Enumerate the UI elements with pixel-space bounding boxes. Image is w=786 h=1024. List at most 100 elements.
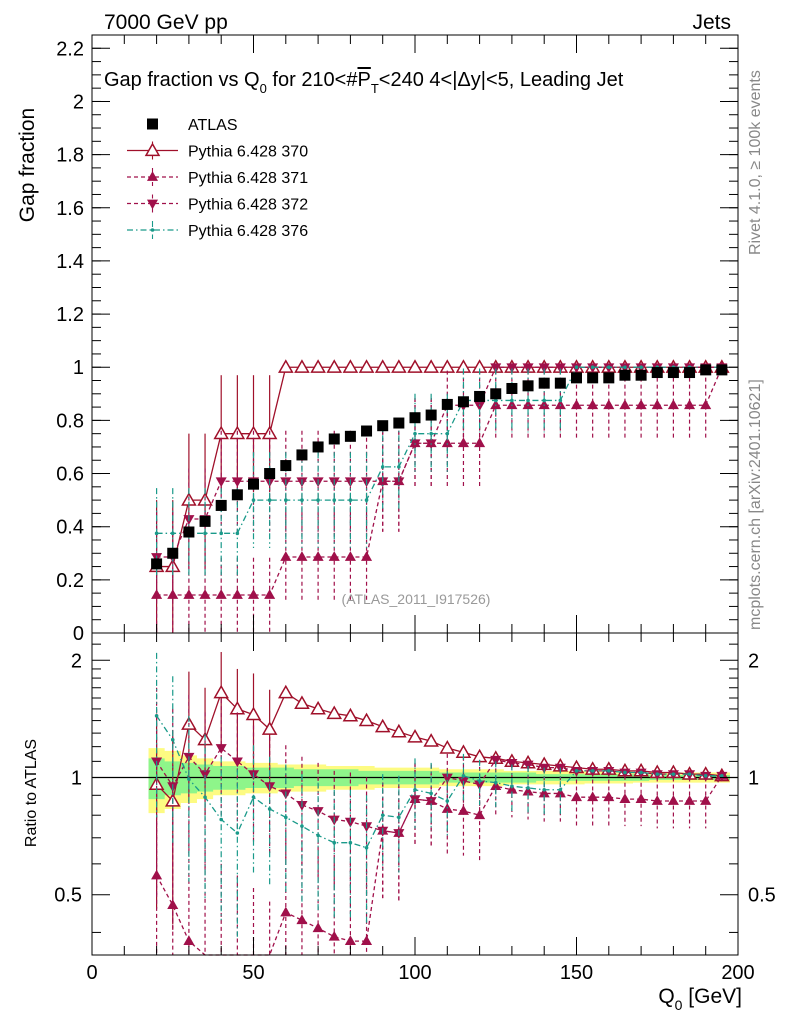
- data-point: [574, 365, 579, 370]
- data-point: [248, 478, 259, 490]
- y-tick-label: 1: [73, 357, 84, 379]
- data-point: [251, 795, 256, 799]
- x-tick-label: 0: [86, 962, 97, 984]
- data-point: [167, 899, 179, 910]
- data-point: [183, 935, 195, 945]
- series-pythia-6-428-371: [151, 361, 728, 633]
- legend-marker: [144, 142, 161, 157]
- data-point: [667, 399, 679, 410]
- data-point: [328, 930, 340, 941]
- ratio-y-axis-label: Ratio to ATLAS: [23, 739, 40, 847]
- legend-marker: [146, 199, 159, 210]
- data-point: [590, 365, 595, 370]
- ratio-y-tick-label: 2: [71, 650, 82, 672]
- data-point: [554, 363, 566, 374]
- data-point: [506, 382, 518, 394]
- data-point: [716, 364, 728, 376]
- ratio-y-tick-label: 1: [71, 767, 82, 789]
- data-point: [506, 759, 518, 769]
- ratio-y-tick-label-right: 0.5: [748, 885, 776, 907]
- data-point: [213, 684, 229, 699]
- data-point: [490, 755, 502, 766]
- data-point: [429, 791, 433, 796]
- data-point: [187, 777, 191, 781]
- data-point: [687, 772, 692, 776]
- data-point: [506, 399, 518, 410]
- data-point: [587, 372, 599, 384]
- series-line: [156, 366, 722, 534]
- legend-label: ATLAS: [188, 117, 238, 134]
- data-point: [278, 359, 294, 373]
- data-point: [215, 477, 227, 488]
- ratio-y-tick-label: 0.5: [54, 885, 82, 907]
- data-point: [183, 589, 195, 599]
- data-point: [587, 399, 599, 410]
- data-point: [377, 477, 389, 488]
- data-point: [570, 399, 583, 410]
- x-tick-label: 100: [398, 962, 431, 984]
- data-point: [278, 684, 294, 699]
- y-tick-label: 0.2: [56, 570, 84, 592]
- mcplots-label: mcplots.cern.ch [arXiv:2401.10621]: [747, 379, 764, 630]
- data-point: [423, 359, 439, 373]
- y-tick-label: 0.4: [56, 517, 84, 539]
- data-point: [215, 589, 227, 599]
- data-point: [570, 791, 583, 802]
- data-point: [312, 551, 324, 561]
- data-point: [154, 714, 159, 718]
- data-point: [700, 399, 712, 410]
- legend: ATLAS Pythia 6.428 370 Pythia 6.428 371 Pyt…: [127, 117, 308, 240]
- data-point: [312, 441, 324, 453]
- data-point: [703, 773, 708, 778]
- legend-marker: [150, 228, 155, 232]
- x-axis-label: Q0 [GeV]: [658, 985, 742, 1013]
- data-point: [413, 787, 417, 792]
- data-point: [441, 398, 453, 410]
- data-point: [296, 449, 308, 461]
- data-point: [493, 780, 498, 785]
- x-tick-label: 50: [242, 962, 264, 984]
- ratio-panel: 0.5 0.5 1 1 2 2 0 50 100 150 200 Ratio to ATLAS Q0…: [23, 632, 776, 1013]
- data-point: [310, 359, 326, 373]
- data-point: [280, 906, 292, 917]
- legend-item: Pythia 6.428 372: [127, 194, 308, 214]
- data-point: [296, 551, 308, 561]
- data-point: [522, 399, 534, 410]
- data-point: [671, 772, 676, 776]
- data-point: [700, 364, 712, 376]
- data-point: [423, 733, 439, 747]
- legend-marker: [147, 118, 158, 130]
- data-point: [510, 784, 514, 788]
- data-point: [619, 793, 631, 803]
- data-point: [251, 498, 256, 502]
- data-point: [490, 363, 502, 374]
- data-point: [425, 797, 437, 807]
- legend-label: Pythia 6.428 371: [188, 170, 308, 187]
- data-point: [151, 589, 163, 599]
- data-point: [474, 780, 486, 791]
- data-point: [267, 498, 272, 502]
- data-point: [603, 372, 615, 384]
- data-point: [215, 499, 227, 511]
- data-point: [215, 744, 227, 754]
- data-point: [474, 390, 486, 402]
- data-point: [526, 398, 530, 403]
- data-point: [344, 430, 356, 442]
- data-point: [639, 365, 643, 370]
- data-point: [684, 367, 696, 379]
- data-point: [425, 409, 437, 421]
- data-point: [332, 498, 337, 502]
- data-point: [170, 737, 175, 742]
- data-point: [380, 465, 385, 469]
- data-point: [667, 795, 679, 805]
- data-point: [538, 363, 550, 374]
- data-point: [554, 399, 566, 410]
- data-point: [655, 772, 660, 776]
- data-point: [538, 377, 550, 389]
- data-point: [326, 705, 343, 720]
- data-point: [231, 477, 243, 488]
- data-point: [441, 437, 453, 448]
- data-point: [280, 460, 292, 472]
- y-tick-label: 0.8: [56, 410, 84, 432]
